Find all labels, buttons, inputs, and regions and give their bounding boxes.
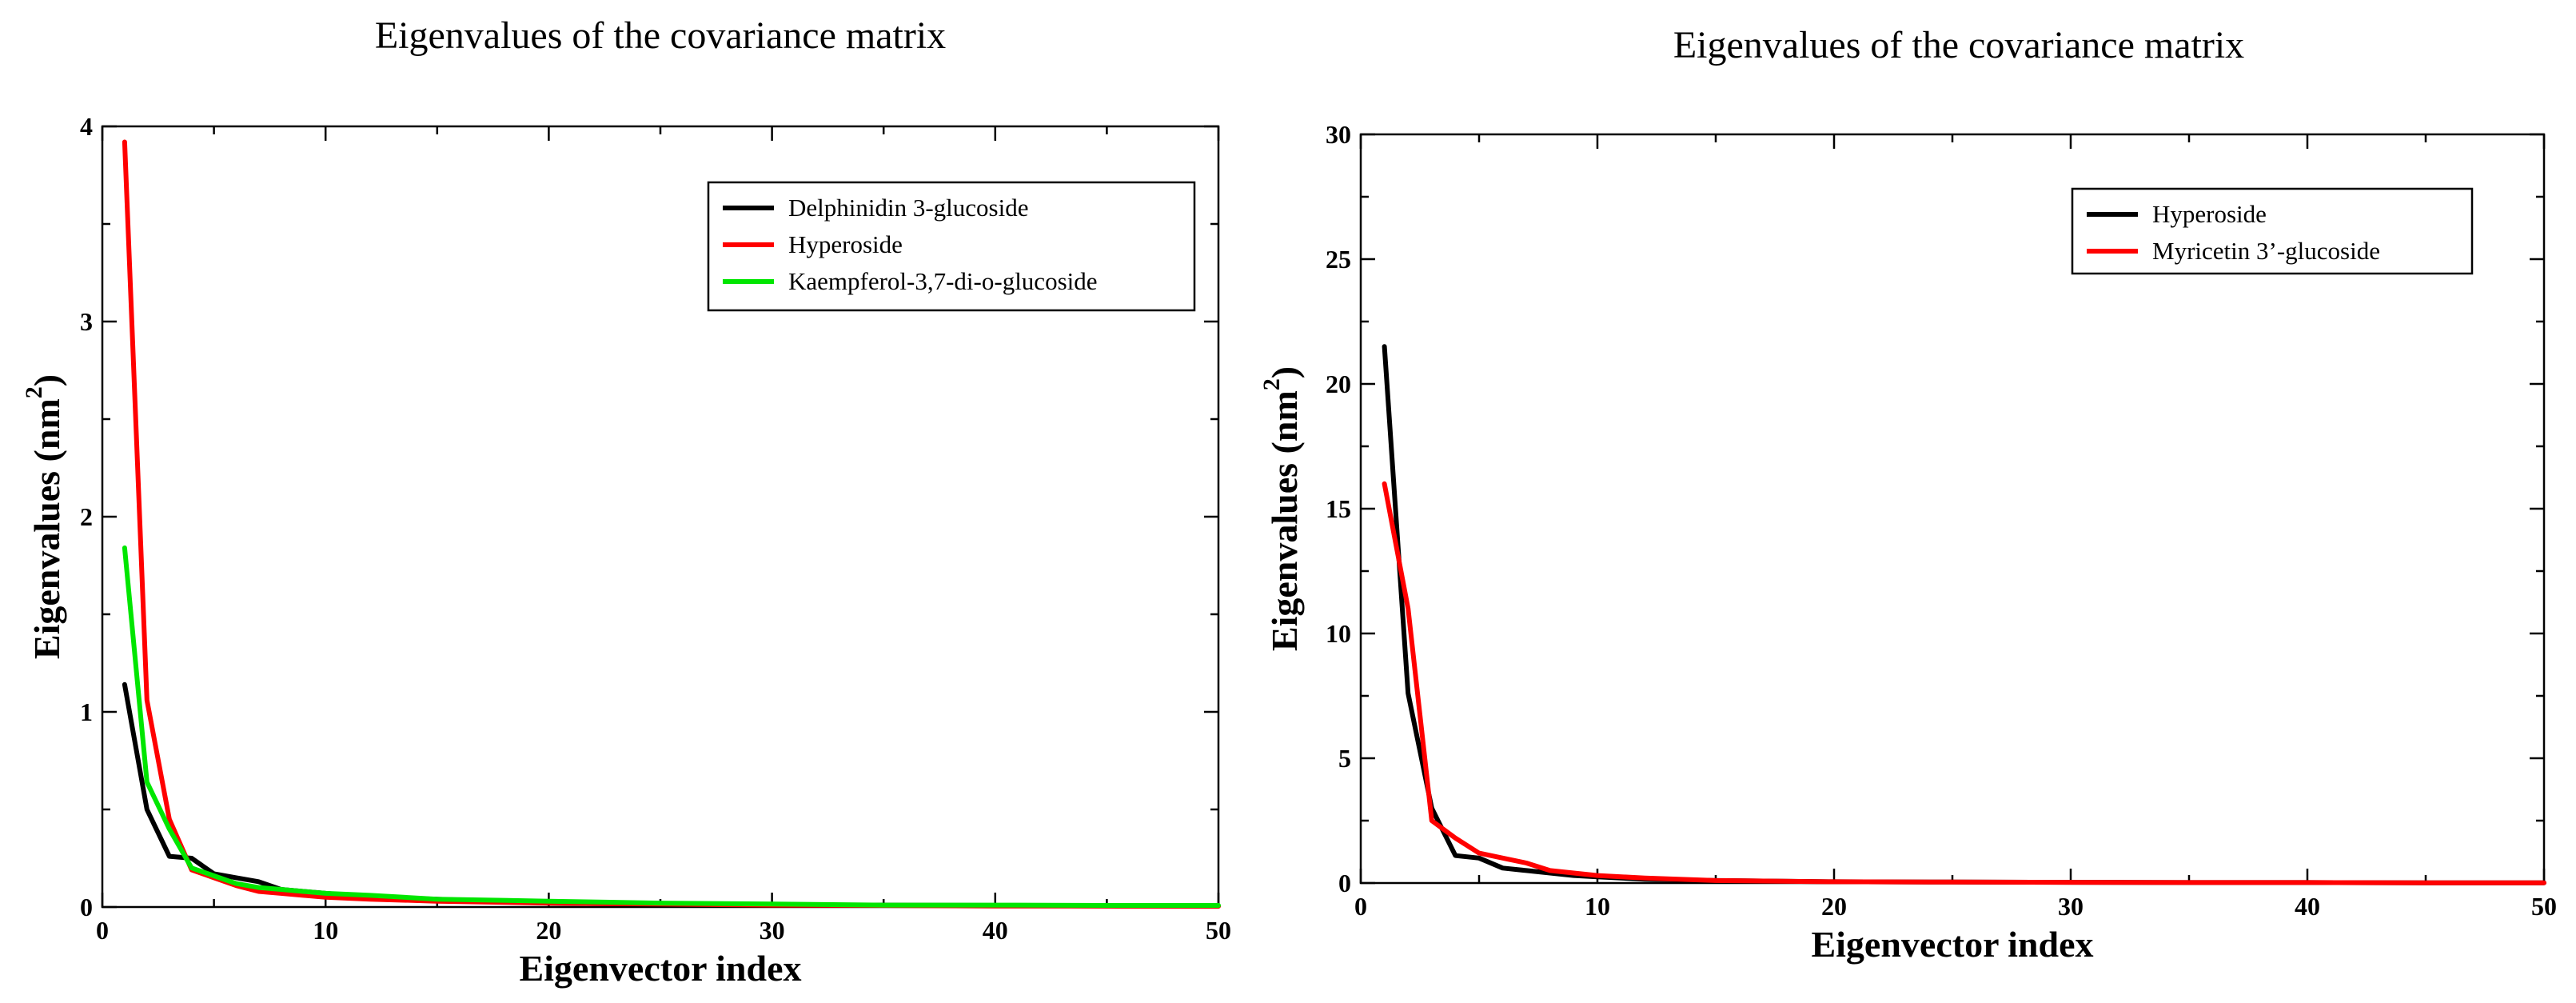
legend: Hyperoside Myricetin 3’-glucoside xyxy=(2071,187,2474,275)
series-line xyxy=(122,681,1221,909)
chart-left: Eigenvalues of the covariance matrix 0 10… xyxy=(21,14,1231,989)
y-tick-label: 2 xyxy=(80,502,93,531)
axis-tick-labels: 0 10 20 30 40 50 0 5 10 15 20 25 30 xyxy=(1326,120,2557,921)
series-layer xyxy=(1382,344,2546,885)
y-tick-label: 5 xyxy=(1338,744,1351,773)
y-tick-label: 0 xyxy=(80,893,93,921)
x-tick-label: 50 xyxy=(1206,916,1231,945)
legend-label: Hyperoside xyxy=(2152,200,2267,228)
x-tick-label: 10 xyxy=(313,916,338,945)
legend: Delphinidin 3-glucoside Hyperoside Kaempfe… xyxy=(707,181,1196,312)
y-axis-label-close: ) xyxy=(1264,366,1305,378)
chart-right: Eigenvalues of the covariance matrix 0 10… xyxy=(1258,24,2557,965)
y-tick-label: 1 xyxy=(80,697,93,726)
y-axis-label-superscript: 2 xyxy=(1258,378,1285,390)
x-tick-label: 30 xyxy=(2058,892,2084,921)
y-tick-label: 4 xyxy=(80,112,93,141)
axis-ticks xyxy=(101,125,1220,909)
y-axis-label-superscript: 2 xyxy=(21,386,47,398)
legend-box xyxy=(2071,187,2474,275)
legend-label: Hyperoside xyxy=(788,230,903,258)
series-layer xyxy=(122,139,1221,909)
y-axis-label-text: Eigenvalues (nm xyxy=(26,398,67,659)
x-tick-label: 0 xyxy=(1354,892,1367,921)
legend-label: Kaempferol-3,7-di-o-glucoside xyxy=(788,267,1098,295)
chart-title: Eigenvalues of the covariance matrix xyxy=(1673,24,2244,66)
legend-label: Myricetin 3’-glucoside xyxy=(2152,237,2380,265)
x-tick-label: 30 xyxy=(760,916,785,945)
axis-ticks xyxy=(1359,133,2546,885)
x-tick-label: 10 xyxy=(1585,892,1610,921)
y-tick-label: 10 xyxy=(1326,619,1351,648)
y-tick-label: 3 xyxy=(80,307,93,336)
legend-items: Hyperoside Myricetin 3’-glucoside xyxy=(2087,200,2380,265)
series-line xyxy=(1382,481,2546,885)
x-axis-label: Eigenvector index xyxy=(519,948,801,989)
x-axis-label: Eigenvector index xyxy=(1811,924,2093,965)
y-axis-label: Eigenvalues (nm2) xyxy=(21,374,67,659)
x-tick-label: 20 xyxy=(536,916,561,945)
series-line xyxy=(1382,344,2546,885)
y-axis-label-close: ) xyxy=(26,374,67,386)
x-tick-label: 20 xyxy=(1821,892,1847,921)
chart-title: Eigenvalues of the covariance matrix xyxy=(375,14,946,57)
y-tick-label: 30 xyxy=(1326,120,1351,149)
legend-box xyxy=(707,181,1196,312)
y-axis-label-text: Eigenvalues (nm xyxy=(1264,390,1305,651)
series-line xyxy=(122,139,1221,909)
legend-items: Delphinidin 3-glucoside Hyperoside Kaempfe… xyxy=(723,194,1098,295)
legend-label: Delphinidin 3-glucoside xyxy=(788,194,1028,222)
x-tick-label: 0 xyxy=(96,916,109,945)
x-tick-label: 40 xyxy=(2295,892,2320,921)
x-tick-label: 40 xyxy=(983,916,1008,945)
plot-frame xyxy=(101,125,1220,909)
x-tick-label: 50 xyxy=(2531,892,2557,921)
y-tick-label: 0 xyxy=(1338,869,1351,897)
y-tick-label: 20 xyxy=(1326,370,1351,398)
y-tick-label: 25 xyxy=(1326,245,1351,274)
series-line xyxy=(122,545,1221,908)
axis-tick-labels: 0 10 20 30 40 50 0 1 2 3 4 xyxy=(80,112,1231,945)
y-tick-label: 15 xyxy=(1326,494,1351,523)
y-axis-label: Eigenvalues (nm2) xyxy=(1258,366,1305,651)
